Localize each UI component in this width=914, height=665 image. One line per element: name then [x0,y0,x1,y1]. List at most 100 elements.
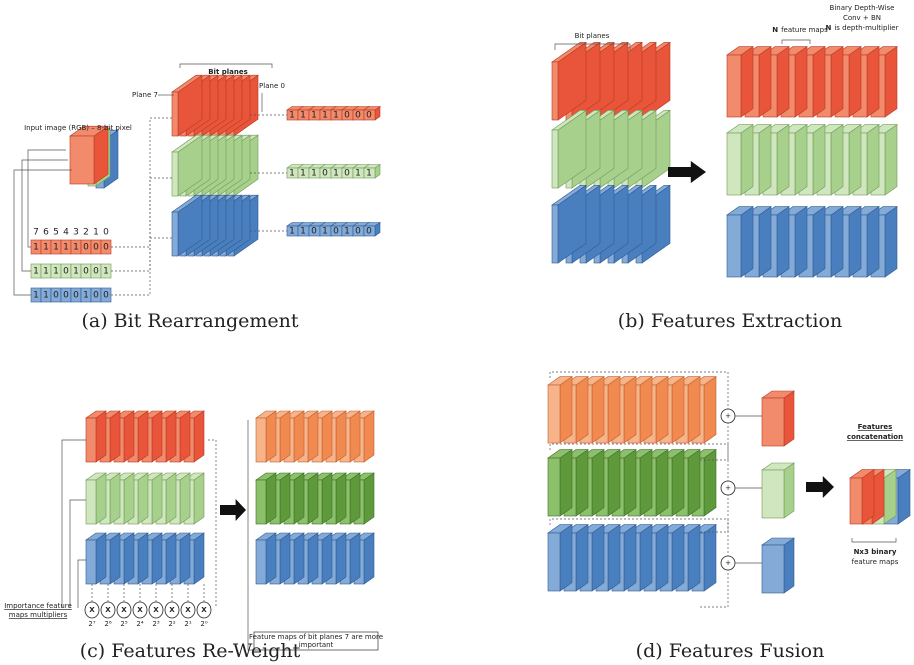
slab-side [363,410,375,463]
label: 1 [311,169,317,179]
label: 0 [322,169,328,179]
label: 3 [73,228,79,238]
slab-side [307,532,319,585]
slab-side [794,206,808,278]
label: 1 [289,111,295,121]
slab-side [193,410,205,463]
slab-side [639,524,653,592]
slab-side [151,410,163,463]
label: 0 [63,291,69,301]
label: Bit planes [575,32,610,40]
slab-front [551,61,559,121]
slab-side [740,124,754,196]
label: 1 [344,227,350,237]
slab-side [671,524,685,592]
label: 1 [73,243,79,253]
slab-side [655,449,669,517]
slab-front [726,214,742,278]
slab-side [866,46,880,118]
slab-side [335,472,347,525]
label: Binary Depth-Wise [830,4,895,12]
slab-front [85,539,97,585]
label: 1 [366,169,372,179]
label: is depth-multiplier [834,24,898,32]
label: Features [858,423,893,431]
slab-front [363,109,376,121]
slab-front [255,417,267,463]
arrow [806,476,834,498]
slab-side [866,206,880,278]
slab-side [866,124,880,196]
slab-side [293,472,305,525]
connector [27,149,66,248]
label: X [105,606,111,614]
slab-side [279,472,291,525]
slab-side [861,469,875,525]
slab-side [848,124,862,196]
label: + [725,412,731,420]
label: 1 [300,111,306,121]
slab-side [687,376,701,444]
slab-side [137,410,149,463]
label: X [121,606,127,614]
connector [21,159,68,272]
label: 2 [83,228,89,238]
slab-side [687,524,701,592]
label: 1 [333,111,339,121]
label: X [89,606,95,614]
slab-side [655,376,669,444]
slab-side [830,124,844,196]
slab-side [758,124,772,196]
label: feature maps [852,558,899,566]
slab-side [623,524,637,592]
label: 5 [53,228,59,238]
label: 1 [43,291,49,301]
slab-side [776,46,790,118]
label: X [201,606,207,614]
label: 1 [322,227,328,237]
slab-side [293,532,305,585]
slab-front [547,457,561,517]
label: 0 [93,267,99,277]
label: 1 [33,267,39,277]
connector [69,499,86,608]
slab-side [559,449,573,517]
label: 1 [289,169,295,179]
slab-side [848,46,862,118]
connector [77,559,86,608]
label: 0 [93,291,99,301]
label: 1 [93,228,99,238]
label: 0 [63,267,69,277]
slab-side [279,532,291,585]
slab-side [363,532,375,585]
slab-side [883,469,897,525]
connector [111,237,172,296]
slab-side [655,524,669,592]
slab-side [95,532,107,585]
slab-side [363,472,375,525]
label: Nx3 binary [854,548,897,556]
slab-side [776,124,790,196]
label: 0 [103,228,109,238]
connector [851,538,897,543]
label: Input image (RGB) – 8-bit pixel [24,124,132,132]
label: 0 [93,243,99,253]
slab-front [363,225,376,237]
label: X [185,606,191,614]
slab-side [109,532,121,585]
slab-side [639,449,653,517]
slab-side [812,46,826,118]
slab-side [703,524,717,592]
label: 2⁰ [200,620,207,628]
arrow [668,161,706,183]
label: 0 [83,243,89,253]
slab-side [165,410,177,463]
label-bold: N [826,24,832,32]
connector [700,570,729,608]
slab-side [591,524,605,592]
slab-front [85,479,97,525]
connector [208,439,217,608]
label: + [725,559,731,567]
